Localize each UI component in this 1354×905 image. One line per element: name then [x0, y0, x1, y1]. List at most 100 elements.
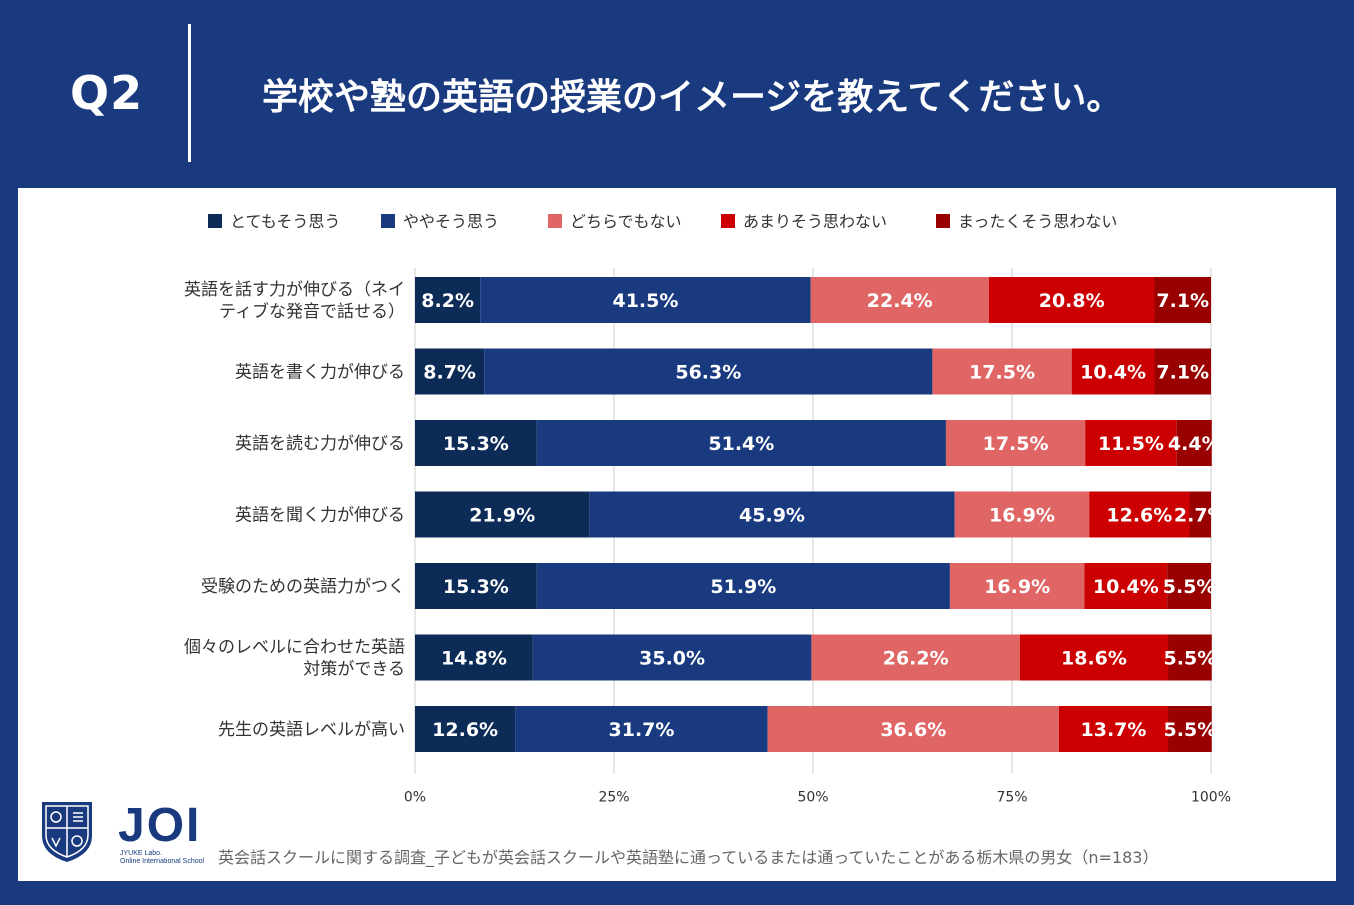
bar-segment [949, 563, 1085, 609]
legend-swatch [721, 214, 735, 228]
legend-swatch [548, 214, 562, 228]
bar-segment [1154, 348, 1211, 395]
bar-segment [988, 277, 1155, 323]
legend-swatch [381, 214, 395, 228]
data-label: 17.5% [983, 433, 1049, 455]
bar-segment [932, 348, 1072, 395]
data-label: 15.3% [443, 433, 509, 455]
bar-segment [532, 634, 812, 681]
data-label: 20.8% [1039, 290, 1105, 312]
data-label: 56.3% [675, 362, 741, 384]
bar-segment [1176, 420, 1212, 466]
data-label: 31.7% [609, 719, 675, 741]
data-label: 41.5% [612, 290, 678, 312]
x-tick-label: 100% [1191, 790, 1231, 806]
data-label: 45.9% [739, 505, 805, 527]
bar-segment [484, 348, 933, 395]
bar-segment [1168, 706, 1212, 752]
bar-segment [480, 277, 811, 323]
bar-segment [415, 706, 516, 752]
data-label: 15.3% [443, 576, 509, 598]
data-label: 10.4% [1080, 362, 1146, 384]
data-label: 35.0% [639, 648, 705, 670]
bar-segment [515, 706, 768, 752]
data-label: 14.8% [441, 648, 507, 670]
data-label: 8.2% [421, 290, 474, 312]
legend-swatch [208, 214, 222, 228]
bar-segment [811, 634, 1020, 681]
legend-swatch [936, 214, 950, 228]
x-tick-label: 25% [598, 790, 629, 806]
data-label: 11.5% [1098, 433, 1164, 455]
category-label: 英語を聞く力が伸びる [235, 506, 405, 526]
bar-segment [1085, 420, 1177, 466]
bar-segment [1071, 348, 1155, 395]
data-label: 7.1% [1156, 290, 1209, 312]
data-label: 26.2% [883, 648, 949, 670]
data-label: 51.4% [708, 433, 774, 455]
data-label: 16.9% [989, 505, 1055, 527]
category-label: 個々のレベルに合わせた英語 [184, 638, 405, 658]
logo-subtitle: JYUKE Labo. [120, 850, 163, 857]
category-label: 英語を話す力が伸びる（ネイ [184, 280, 405, 300]
data-label: 5.5% [1163, 576, 1216, 598]
bar-segment [415, 420, 537, 466]
data-label: 5.5% [1164, 648, 1217, 670]
data-label: 18.6% [1061, 648, 1127, 670]
question-title: 学校や塾の英語の授業のイメージを教えてください。 [262, 77, 1123, 118]
x-tick-label: 75% [996, 790, 1027, 806]
bar-segment [1154, 277, 1211, 323]
legend-label: ややそう思う [403, 212, 499, 231]
category-label: 受験のための英語力がつく [201, 577, 405, 597]
bar-segment [589, 491, 955, 538]
category-label: 先生の英語レベルが高い [218, 720, 405, 740]
logo-subtitle-2: Online International School [120, 858, 205, 865]
data-label: 21.9% [469, 505, 535, 527]
survey-footnote: 英会話スクールに関する調査_子どもが英会話スクールや英語塾に通っているまたは通っ… [218, 848, 1159, 867]
bar-segment [415, 348, 485, 395]
x-tick-label: 50% [797, 790, 828, 806]
bar-segment [536, 563, 950, 609]
question-number: Q2 [70, 66, 144, 120]
bar-segment [810, 277, 989, 323]
bar-segment [1089, 491, 1190, 538]
data-label: 4.4% [1168, 433, 1221, 455]
bar-segment [415, 491, 590, 538]
data-label: 16.9% [984, 576, 1050, 598]
data-label: 22.4% [867, 290, 933, 312]
bar-segment [415, 634, 533, 681]
bar-segment [415, 563, 537, 609]
bar-segment [945, 420, 1086, 466]
bar-segment [954, 491, 1090, 538]
shield-logo-icon [42, 802, 92, 862]
bar-segment [1189, 491, 1211, 538]
legend-label: まったくそう思わない [958, 212, 1117, 231]
data-label: 10.4% [1093, 576, 1159, 598]
category-label: 対策ができる [303, 660, 405, 680]
bar-segment [1167, 563, 1211, 609]
legend-label: どちらでもない [570, 212, 682, 231]
category-label: ティブな発音で話せる） [219, 301, 405, 322]
data-label: 13.7% [1081, 719, 1147, 741]
bar-segment [1058, 706, 1169, 752]
stacked-bar-chart: とてもそう思う ややそう思う どちらでもない あまりそう思わない まったくそう思わない 0… [184, 212, 1231, 806]
data-label: 12.6% [1106, 505, 1172, 527]
data-label: 7.1% [1156, 362, 1209, 384]
legend-label: とてもそう思う [230, 212, 340, 231]
bar-segment [536, 420, 946, 466]
category-label: 英語を読む力が伸びる [235, 434, 405, 454]
bar-segment [415, 277, 481, 323]
bar-segment [767, 706, 1059, 752]
data-label: 12.6% [432, 719, 498, 741]
data-label: 8.7% [423, 362, 476, 384]
category-label: 英語を書く力が伸びる [235, 363, 405, 383]
logo-wordmark: JOI [118, 799, 202, 852]
data-label: 2.7% [1174, 505, 1227, 527]
bar-segment [1019, 634, 1169, 681]
chart-panel: とてもそう思う ややそう思う どちらでもない あまりそう思わない まったくそう思わない 0… [18, 188, 1336, 881]
data-label: 36.6% [880, 719, 946, 741]
data-label: 17.5% [969, 362, 1035, 384]
bar-segment [1168, 634, 1212, 681]
joi-logo: JOI JYUKE Labo. Online International Sch… [38, 798, 218, 868]
data-label: 5.5% [1164, 719, 1217, 741]
